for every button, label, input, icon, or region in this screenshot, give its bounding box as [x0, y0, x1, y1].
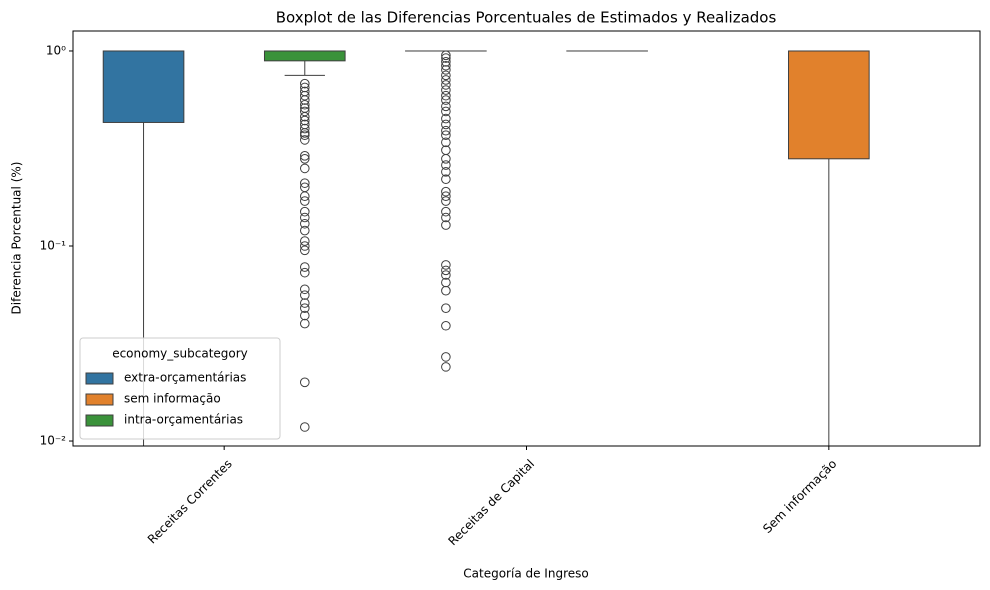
- outlier: [299, 236, 310, 246]
- legend-label: intra-orçamentárias: [124, 413, 243, 427]
- outlier: [441, 270, 451, 280]
- legend-box: [79, 337, 281, 440]
- outlier: [441, 75, 451, 85]
- legend-title: economy_subcategory: [112, 347, 248, 361]
- outlier: [299, 225, 310, 236]
- outlier: [441, 153, 451, 164]
- outlier: [441, 145, 451, 155]
- outlier: [299, 135, 310, 145]
- outlier: [441, 320, 451, 331]
- outlier: [441, 191, 451, 202]
- y-tick-label: 10⁻¹: [40, 239, 67, 253]
- outlier: [299, 310, 310, 321]
- x-axis-label: Categoría de Ingreso: [463, 567, 588, 581]
- outlier: [441, 303, 451, 313]
- plot-area: [102, 50, 870, 446]
- outlier: [299, 298, 310, 308]
- outlier: [441, 90, 451, 101]
- box: [788, 50, 870, 160]
- outlier: [299, 318, 310, 329]
- outlier: [441, 260, 451, 270]
- outlier: [299, 267, 310, 278]
- outlier: [441, 80, 451, 90]
- outlier: [441, 167, 451, 177]
- x-tick-label: Sem informação: [760, 457, 839, 536]
- outlier: [441, 160, 451, 170]
- box: [102, 50, 185, 123]
- outlier: [299, 377, 310, 388]
- outlier: [441, 65, 451, 75]
- outlier: [441, 50, 451, 61]
- outlier: [299, 196, 310, 206]
- outlier: [441, 206, 451, 217]
- outlier: [299, 115, 310, 126]
- outlier: [299, 290, 310, 300]
- outlier: [299, 191, 310, 202]
- outlier: [441, 53, 451, 63]
- outlier: [441, 174, 451, 185]
- outlier: [441, 196, 451, 206]
- outlier: [299, 422, 310, 432]
- outlier: [299, 206, 310, 217]
- y-tick-label: 10⁰: [46, 43, 66, 57]
- outlier: [441, 85, 451, 95]
- outlier: [299, 218, 310, 229]
- outlier: [299, 95, 310, 105]
- x-tick-label: Receitas de Capital: [446, 457, 538, 549]
- outlier: [441, 70, 451, 81]
- outlier: [441, 362, 451, 372]
- outlier: [299, 111, 310, 122]
- outlier: [299, 130, 310, 140]
- outlier: [441, 186, 451, 197]
- outlier: [299, 123, 310, 134]
- outlier: [299, 78, 310, 89]
- outlier: [441, 101, 451, 112]
- outlier: [441, 60, 451, 71]
- outlier: [441, 265, 451, 276]
- outlier: [299, 262, 310, 272]
- outlier: [441, 113, 451, 124]
- x-tick-label: Receitas Correntes: [145, 457, 235, 547]
- outlier: [299, 303, 310, 313]
- box: [263, 50, 346, 62]
- outlier: [441, 106, 451, 117]
- outlier: [299, 106, 310, 117]
- legend-swatch: [85, 372, 114, 385]
- outlier: [299, 178, 310, 188]
- outlier: [441, 137, 451, 148]
- chart-title: Boxplot de las Diferencias Porcentuales …: [276, 9, 777, 27]
- outlier: [441, 95, 451, 105]
- legend-swatch: [85, 414, 114, 427]
- outlier: [299, 284, 310, 295]
- legend-label: sem informação: [124, 392, 221, 406]
- y-axis-label: Diferencia Porcentual (%): [10, 162, 24, 315]
- outlier: [441, 220, 451, 230]
- outlier: [299, 241, 310, 251]
- outlier: [299, 245, 310, 256]
- outlier: [299, 128, 310, 138]
- outlier: [441, 119, 451, 130]
- outlier: [441, 130, 451, 140]
- outlier: [441, 352, 451, 362]
- y-tick-label: 10⁻²: [40, 434, 67, 448]
- outlier: [441, 285, 451, 296]
- outlier: [441, 212, 451, 223]
- outlier: [441, 57, 451, 67]
- outlier: [299, 153, 310, 164]
- outlier: [299, 151, 310, 161]
- outlier: [441, 125, 451, 136]
- outlier: [299, 99, 310, 110]
- outlier: [299, 163, 310, 174]
- legend-swatch: [85, 393, 114, 406]
- legend-label: extra-orçamentárias: [124, 371, 246, 385]
- outlier: [299, 212, 310, 223]
